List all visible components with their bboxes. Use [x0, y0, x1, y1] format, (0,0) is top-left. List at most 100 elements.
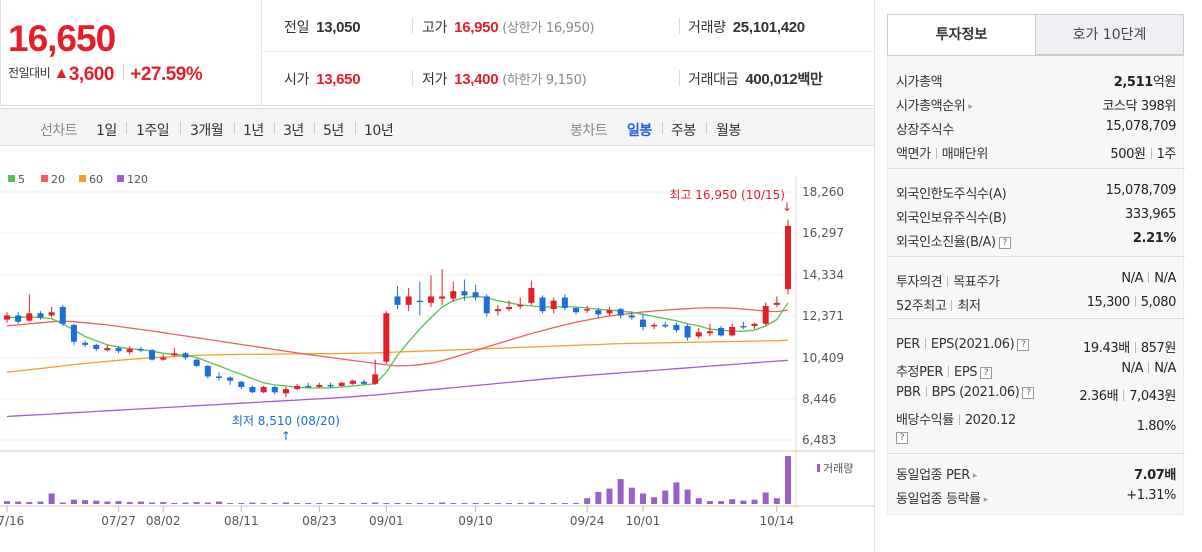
y-tick-label: 16,297	[802, 226, 844, 240]
stock-main: 16,650 전일대비 ▲3,600 +27.59% 전일 13,050 고가 16…	[0, 0, 874, 552]
candle-body	[606, 310, 613, 314]
candle-body	[662, 324, 669, 327]
volume-legend-label: 거래량	[823, 462, 853, 475]
divider	[679, 70, 680, 86]
down-arrow-icon: ↓	[782, 200, 792, 214]
volume-bar	[82, 500, 89, 504]
volume-bar	[450, 503, 457, 504]
volume-bar	[405, 503, 412, 504]
help-icon[interactable]: ?	[998, 237, 1011, 249]
ma120-line	[6, 359, 789, 418]
help-icon[interactable]: ?	[980, 367, 993, 379]
candle-body	[729, 326, 736, 336]
ma20-line	[6, 307, 789, 367]
volume-bar	[193, 502, 200, 504]
candle-body	[539, 297, 546, 312]
volume-bar	[461, 503, 468, 504]
info-row[interactable]: 동일업종 PER ▸ 7.07배	[896, 468, 1176, 483]
candle-body	[338, 382, 345, 386]
candle-body	[405, 296, 412, 305]
range-10y[interactable]: 10년	[364, 123, 394, 139]
candle-body	[762, 305, 769, 324]
help-icon[interactable]: ?	[1022, 387, 1035, 399]
stats-row: 전일 13,050 고가 16,950 (상한가 16,950) 거래량 25,101,…	[262, 0, 874, 52]
candle-body	[104, 348, 111, 351]
candle-body	[70, 324, 77, 342]
info-row[interactable]: 동일업종 등락률 ▸ +1.31%	[896, 488, 1176, 507]
info-row: PBR BPS (2021.06)? 2.36배 7,043원	[896, 385, 1176, 404]
volume-bar	[372, 502, 379, 504]
volume-bar	[528, 502, 535, 504]
candle-body	[684, 325, 691, 338]
range-1w[interactable]: 1주일	[136, 123, 170, 139]
info-row: 외국인보유주식수(B) 333,965	[896, 207, 1176, 226]
volume-bar	[785, 456, 791, 504]
tab-invest-info[interactable]: 투자정보	[887, 14, 1036, 55]
help-icon[interactable]: ?	[1017, 339, 1030, 351]
help-icon[interactable]: ?	[896, 432, 908, 444]
low-annotation: 최저 8,510 (08/20)	[232, 414, 340, 428]
candle-body	[773, 302, 780, 305]
candle-body	[271, 386, 278, 393]
period-weekly[interactable]: 주봉	[671, 123, 696, 139]
candle-body	[639, 319, 646, 327]
info-row: 추정PER EPS? N/A N/A	[896, 361, 1176, 380]
candle-body	[595, 310, 602, 315]
legend-label: 120	[127, 173, 148, 186]
range-1d[interactable]: 1일	[96, 123, 117, 139]
candlestick-chart: 5 20 60 120 18,260 16,297 14,334 12,371 10,409 8,…	[0, 173, 874, 528]
range-3m[interactable]: 3개월	[190, 123, 224, 139]
volume-bar	[215, 501, 222, 504]
low-price: 저가 13,400 (하한가 9,150)	[422, 71, 587, 88]
tab-order-book[interactable]: 호가 10단계	[1035, 14, 1184, 55]
price-summary: 16,650 전일대비 ▲3,600 +27.59%	[0, 0, 262, 106]
candle-body	[171, 353, 178, 356]
volume-bar	[383, 503, 390, 504]
range-5y[interactable]: 5년	[323, 123, 344, 139]
info-row: 상장주식수 15,078,709	[896, 119, 1176, 138]
candle-body	[673, 324, 680, 331]
info-row[interactable]: 시가총액순위 ▸ 코스닥 398위	[896, 99, 1176, 114]
legend-swatch	[41, 175, 48, 182]
volume-bar	[204, 502, 211, 504]
high-price: 고가 16,950 (상한가 16,950)	[422, 19, 595, 36]
volume-bar	[15, 501, 22, 504]
candle-body	[137, 349, 144, 351]
ma60-line	[6, 339, 789, 373]
volume-bar	[695, 498, 702, 504]
volume-bar	[316, 503, 323, 504]
volume-bar	[137, 501, 144, 504]
info-row: 배당수익률 2020.12? 1.80%	[896, 413, 1176, 444]
stock-chart[interactable]: 5 20 60 120 18,260 16,297 14,334 12,371 10,409 8,…	[0, 146, 874, 552]
volume-bar	[305, 503, 312, 504]
candle-body	[472, 292, 479, 298]
candle-body	[26, 313, 33, 321]
x-tick-label: 07/16	[0, 514, 24, 528]
candle-body	[718, 328, 725, 336]
period-monthly[interactable]: 월봉	[716, 123, 741, 139]
candle-body	[182, 353, 189, 358]
legend-swatch	[8, 175, 15, 182]
invest-info-panel: 시가총액 2,511억원 시가총액순위 ▸ 코스닥 398위 상장주식수 15,078,…	[887, 55, 1185, 515]
candle-body	[617, 309, 624, 316]
candle-body	[37, 313, 44, 318]
period-daily[interactable]: 일봉	[627, 123, 652, 139]
range-1y[interactable]: 1년	[243, 123, 264, 139]
candle-body	[193, 359, 200, 366]
volume-bar	[282, 502, 289, 504]
candle-body	[48, 312, 55, 316]
candle-body	[740, 325, 747, 328]
volume-bar	[684, 489, 691, 504]
candle-body	[126, 349, 133, 353]
range-3y[interactable]: 3년	[283, 123, 304, 139]
y-tick-label: 10,409	[802, 351, 844, 365]
volume-bar	[617, 479, 624, 504]
candle-body	[651, 324, 658, 327]
candle-body	[361, 381, 368, 384]
candle-body	[383, 313, 390, 362]
candle-body	[450, 291, 457, 299]
change-amount: 3,600	[68, 64, 115, 85]
legend-swatch	[117, 175, 124, 182]
volume-bar	[126, 502, 133, 504]
volume-bar	[70, 499, 77, 504]
